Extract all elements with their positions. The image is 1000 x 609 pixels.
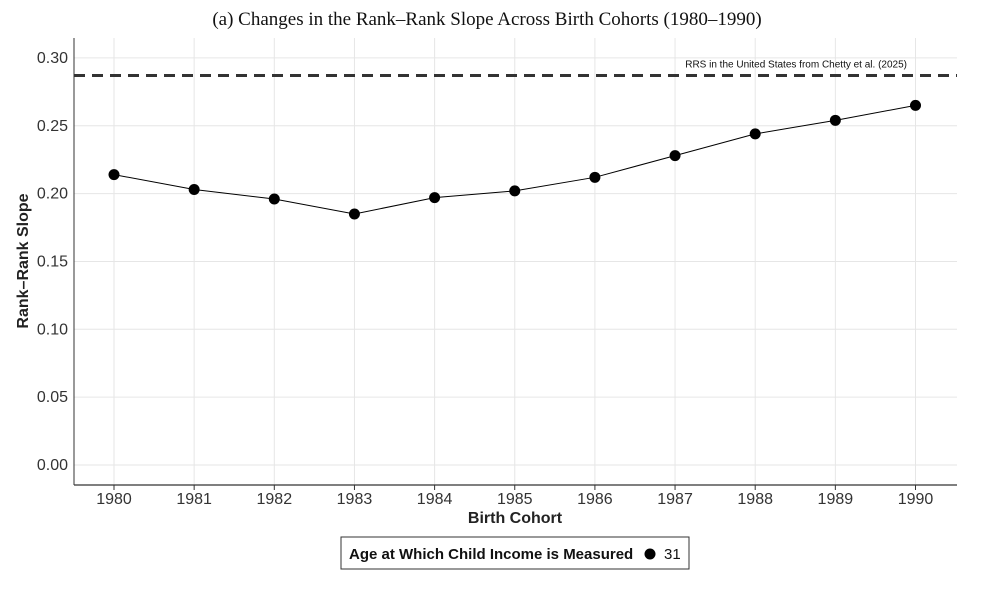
axes	[73, 38, 957, 490]
y-tick-label: 0.10	[37, 321, 68, 338]
reference-line-group: RRS in the United States from Chetty et …	[74, 60, 957, 78]
data-point	[509, 185, 521, 197]
legend: Age at Which Child Income is Measured 31	[340, 536, 690, 570]
data-point	[268, 193, 280, 205]
x-tick-label: 1987	[657, 491, 693, 508]
legend-marker	[644, 548, 656, 560]
x-tick-label: 1982	[257, 491, 293, 508]
y-axis-title: Rank–Rank Slope	[15, 193, 32, 328]
y-tick-label: 0.00	[37, 457, 68, 474]
legend-title: Age at Which Child Income is Measured	[349, 546, 633, 563]
x-tick-label: 1983	[337, 491, 373, 508]
data-point	[910, 99, 921, 111]
y-tick-label: 0.05	[37, 389, 68, 406]
tick-labels: 0.00 0.05 0.10 0.15 0.20 0.25 0.30 1980 1981 1982…	[37, 50, 934, 508]
data-point	[589, 171, 601, 183]
x-tick-label: 1988	[737, 491, 773, 508]
grid	[74, 38, 957, 485]
x-tick-label: 1989	[818, 491, 854, 508]
series-group	[108, 99, 921, 220]
y-tick-label: 0.30	[37, 50, 68, 67]
y-tick-label: 0.15	[37, 253, 68, 270]
legend-entry-label: 31	[664, 546, 681, 563]
data-point	[108, 169, 120, 181]
data-point	[348, 208, 360, 220]
y-tick-label: 0.25	[37, 118, 68, 135]
reference-line-label: RRS in the United States from Chetty et …	[685, 60, 907, 71]
y-tick-label: 0.20	[37, 186, 68, 203]
x-tick-label: 1986	[577, 491, 613, 508]
x-tick-label: 1981	[176, 491, 212, 508]
x-tick-label: 1985	[497, 491, 533, 508]
data-point	[749, 128, 761, 140]
x-tick-label: 1980	[96, 491, 132, 508]
data-point	[829, 114, 841, 126]
chart-title: (a) Changes in the Rank–Rank Slope Acros…	[212, 9, 761, 30]
x-tick-label: 1984	[417, 491, 453, 508]
x-tick-label: 1990	[898, 491, 934, 508]
data-point	[429, 192, 441, 204]
legend-box	[340, 536, 690, 570]
data-point	[669, 150, 681, 162]
data-point	[188, 184, 200, 196]
x-axis-title: Birth Cohort	[468, 510, 563, 527]
